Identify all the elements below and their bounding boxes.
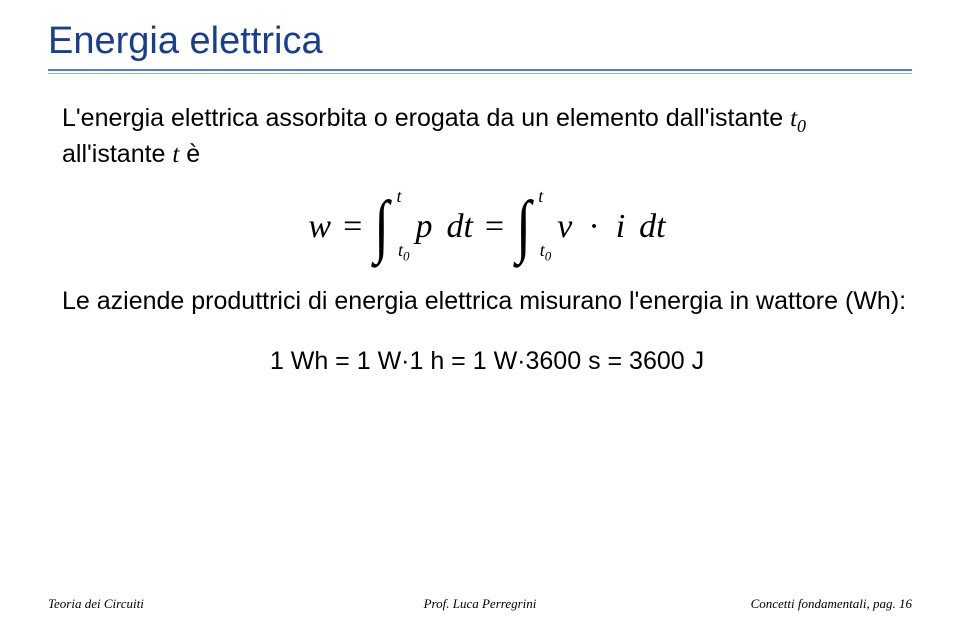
integral-2: ∫ t t0 — [514, 202, 533, 251]
p1-t0-sub: 0 — [797, 116, 806, 136]
rule-line-2 — [48, 73, 912, 74]
p2-text-1: Le aziende produttrici di energia elettr… — [62, 287, 853, 315]
formula-eq-2: = — [485, 208, 504, 246]
integral-1: ∫ t t0 — [372, 202, 391, 251]
formula-w: w — [308, 208, 331, 246]
integral-2-upper: t — [538, 186, 543, 207]
rule-line-1 — [48, 69, 912, 71]
title-rule — [48, 69, 912, 74]
p1-t0: t — [790, 105, 797, 132]
integral-symbol-1: ∫ — [374, 202, 389, 251]
slide-body: L'energia elettrica assorbita o erogata … — [48, 102, 912, 379]
paragraph-3: 1 Wh = 1 W·1 h = 1 W·3600 s = 3600 J — [62, 345, 912, 379]
slide: Energia elettrica L'energia elettrica as… — [0, 0, 960, 624]
formula-i: i — [616, 208, 625, 246]
p1-text-3: è — [179, 140, 200, 168]
formula-dt-2: dt — [639, 208, 665, 246]
p2-text-2: ): — [891, 287, 906, 315]
footer-left: Teoria dei Circuiti — [48, 596, 144, 612]
formula-v: v — [557, 208, 572, 246]
integral-1-upper: t — [396, 186, 401, 207]
p1-text-1: L'energia elettrica assorbita o erogata … — [62, 104, 790, 132]
formula: w = ∫ t t0 p dt = ∫ t t0 v · i dt — [62, 202, 912, 251]
formula-dt-1: dt — [446, 208, 472, 246]
integral-symbol-2: ∫ — [516, 202, 531, 251]
paragraph-1: L'energia elettrica assorbita o erogata … — [62, 102, 912, 172]
footer: Teoria dei Circuiti Prof. Luca Perregrin… — [48, 596, 912, 612]
p2-unit: Wh — [853, 287, 891, 315]
p1-text-2: all'istante — [62, 140, 172, 168]
footer-right: Concetti fondamentali, pag. 16 — [751, 596, 912, 612]
slide-title: Energia elettrica — [48, 20, 912, 63]
footer-center: Prof. Luca Perregrini — [424, 596, 537, 612]
paragraph-2: Le aziende produttrici di energia elettr… — [62, 285, 912, 319]
integral-2-lower: t0 — [540, 240, 552, 265]
formula-eq-1: = — [343, 208, 362, 246]
formula-dot: · — [584, 208, 603, 246]
formula-p: p — [415, 208, 432, 246]
integral-1-lower: t0 — [398, 240, 410, 265]
